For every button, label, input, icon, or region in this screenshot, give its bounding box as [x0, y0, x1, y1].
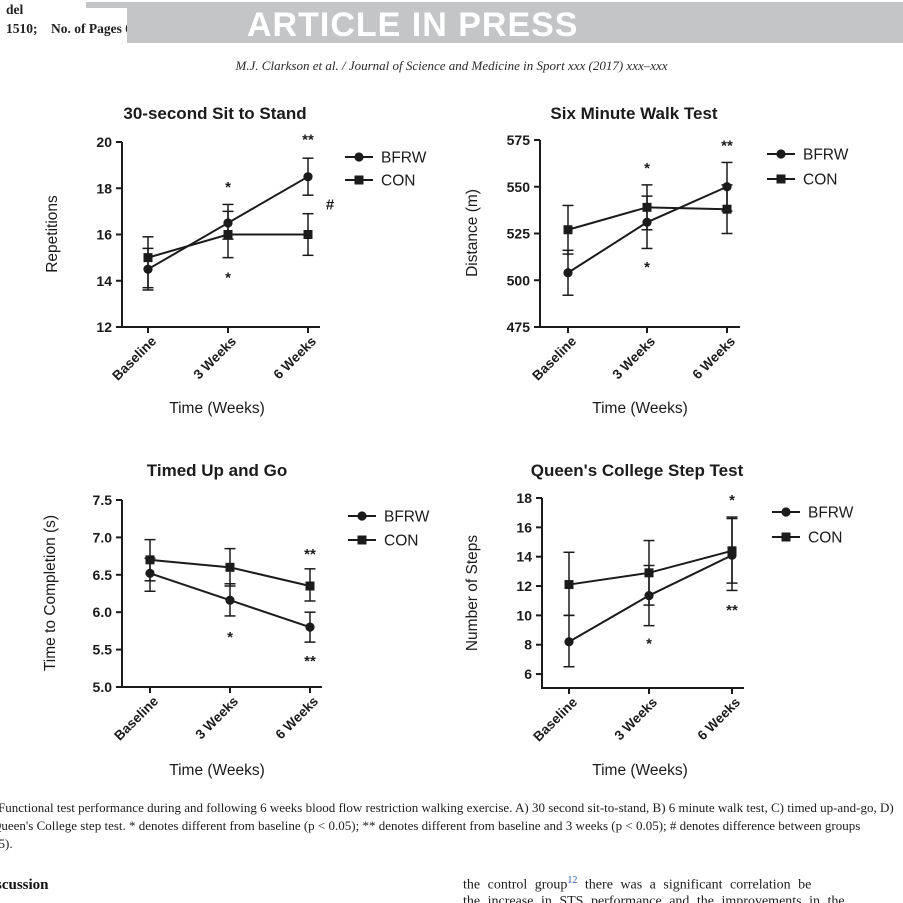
svg-text:500: 500 — [507, 272, 531, 288]
svg-text:BFRW: BFRW — [803, 147, 849, 164]
svg-text:12: 12 — [516, 578, 532, 594]
svg-text:3 Weeks: 3 Weeks — [611, 695, 660, 744]
svg-text:Time (Weeks): Time (Weeks) — [169, 400, 265, 417]
svg-text:6 Weeks: 6 Weeks — [270, 334, 319, 383]
chart-six-minute-walk-test: 475 500 525 550 575 Baseline 3 Weeks 6 Weeks * **… — [450, 95, 903, 445]
svg-text:CON: CON — [384, 533, 418, 550]
discussion-heading: Discussion — [0, 877, 49, 893]
svg-text:3 Weeks: 3 Weeks — [190, 334, 239, 383]
svg-text:16: 16 — [96, 227, 112, 243]
journal-running-head: M.J. Clarkson et al. / Journal of Scienc… — [235, 58, 668, 73]
svg-text:14: 14 — [516, 549, 532, 565]
svg-text:#: # — [326, 196, 335, 213]
svg-text:CON: CON — [381, 173, 415, 190]
svg-text:**: ** — [721, 138, 733, 155]
svg-text:**: ** — [302, 132, 314, 149]
svg-text:CON: CON — [803, 172, 837, 189]
svg-text:525: 525 — [507, 226, 531, 242]
svg-text:**: ** — [726, 602, 738, 619]
svg-text:Distance (m): Distance (m) — [464, 189, 481, 277]
svg-text:475: 475 — [507, 319, 531, 335]
svg-text:6.0: 6.0 — [93, 604, 113, 620]
body-text-post: there was a significant correlation be — [577, 877, 812, 893]
svg-text:6 Weeks: 6 Weeks — [694, 695, 743, 744]
svg-text:*: * — [646, 635, 652, 652]
svg-text:**: ** — [304, 653, 316, 670]
svg-text:6 Weeks: 6 Weeks — [272, 694, 321, 743]
svg-text:30-second Sit to Stand: 30-second Sit to Stand — [123, 104, 306, 123]
model-line-2: 1510; No. of Pages 6 — [6, 21, 132, 36]
svg-text:7.0: 7.0 — [93, 529, 113, 545]
svg-text:18: 18 — [516, 490, 532, 506]
svg-text:*: * — [729, 492, 735, 509]
svg-text:6: 6 — [524, 666, 532, 682]
body-text-line-1: the control group12 there was a signific… — [463, 875, 811, 894]
svg-text:*: * — [225, 269, 231, 286]
chart-timed-up-and-go-svg: 5.0 5.5 6.0 6.5 7.0 7.5 Baseline 3 Weeks 6 Weeks… — [42, 461, 430, 779]
svg-text:*: * — [644, 160, 650, 177]
svg-text:3 Weeks: 3 Weeks — [192, 694, 241, 743]
chart-queens-college-step-test: 6 8 10 12 14 16 18 Baseline 3 Weeks 6 Weeks * ** * Qu… — [450, 450, 903, 805]
svg-text:575: 575 — [507, 132, 531, 148]
svg-text:Time (Weeks): Time (Weeks) — [592, 762, 688, 779]
svg-text:3 Weeks: 3 Weeks — [609, 334, 658, 383]
svg-text:5.0: 5.0 — [93, 679, 113, 695]
svg-text:**: ** — [304, 546, 316, 563]
svg-text:20: 20 — [96, 134, 112, 150]
svg-text:CON: CON — [808, 530, 842, 547]
svg-text:Baseline: Baseline — [111, 693, 161, 743]
svg-text:6.5: 6.5 — [93, 567, 113, 583]
svg-text:18: 18 — [96, 180, 112, 196]
svg-text:16: 16 — [516, 519, 532, 535]
citation-link-12[interactable]: 12 — [567, 875, 578, 886]
svg-text:14: 14 — [96, 273, 112, 289]
svg-text:550: 550 — [507, 179, 531, 195]
figure-caption-line-2: Queen's College step test. * denotes dif… — [0, 818, 861, 833]
figure-caption-line-3: 05). — [0, 836, 13, 851]
svg-text:Timed Up and Go: Timed Up and Go — [147, 461, 287, 480]
svg-text:Baseline: Baseline — [109, 333, 159, 383]
svg-text:8: 8 — [524, 637, 532, 653]
svg-text:Repetitions: Repetitions — [44, 195, 61, 273]
svg-text:Number of Steps: Number of Steps — [464, 535, 481, 652]
figure-caption-line-1: Functional test performance during and f… — [0, 800, 894, 815]
chart-30-second-sit-to-stand: 12 14 16 18 20 Baseline 3 Weeks 6 Weeks * ** # * 30-… — [15, 95, 452, 445]
svg-text:Baseline: Baseline — [529, 333, 579, 383]
article-in-press-banner: ARTICLE IN PRESS — [127, 2, 903, 44]
svg-text:Baseline: Baseline — [530, 694, 580, 744]
svg-text:10: 10 — [516, 607, 532, 623]
svg-text:Time (Weeks): Time (Weeks) — [169, 762, 265, 779]
svg-text:*: * — [227, 629, 233, 646]
svg-text:5.5: 5.5 — [93, 642, 113, 658]
body-text-line-2: the increase in STS performance and the … — [463, 894, 845, 903]
svg-text:BFRW: BFRW — [808, 505, 854, 522]
chart-timed-up-and-go: 5.0 5.5 6.0 6.5 7.0 7.5 Baseline 3 Weeks 6 Weeks… — [15, 450, 452, 805]
svg-text:Six Minute Walk Test: Six Minute Walk Test — [550, 104, 718, 123]
svg-text:BFRW: BFRW — [384, 509, 430, 526]
svg-text:6 Weeks: 6 Weeks — [689, 334, 738, 383]
svg-text:Time to Completion (s): Time to Completion (s) — [42, 515, 59, 671]
body-text-pre: the control group — [463, 877, 568, 893]
svg-text:Time (Weeks): Time (Weeks) — [592, 400, 688, 417]
model-line-1: del — [6, 2, 24, 17]
svg-text:Queen's College Step Test: Queen's College Step Test — [531, 461, 744, 480]
svg-text:*: * — [225, 179, 231, 196]
svg-text:*: * — [644, 259, 650, 276]
svg-text:12: 12 — [96, 319, 112, 335]
svg-text:BFRW: BFRW — [381, 150, 427, 167]
svg-text:7.5: 7.5 — [93, 492, 113, 508]
article-in-press-text: ARTICLE IN PRESS — [247, 6, 579, 44]
